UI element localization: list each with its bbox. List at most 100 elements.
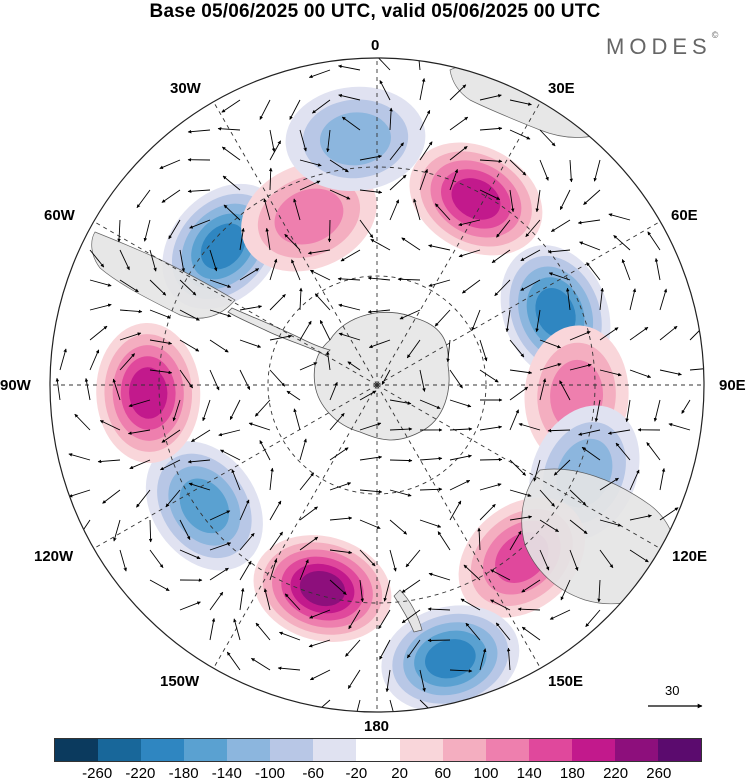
meridian-line bbox=[376, 384, 661, 549]
wind-arrow bbox=[226, 651, 241, 671]
wind-arrow bbox=[491, 249, 511, 264]
wind-arrow bbox=[548, 272, 571, 281]
wind-arrow bbox=[338, 332, 361, 341]
wind-arrow bbox=[367, 276, 391, 281]
meridian-line bbox=[376, 221, 661, 386]
wind-arrow bbox=[449, 669, 473, 673]
wind-arrow bbox=[539, 363, 562, 371]
meridian-line bbox=[376, 384, 541, 669]
wind-arrow bbox=[359, 189, 383, 194]
wind-arrow bbox=[509, 459, 526, 476]
wind-arrow bbox=[89, 325, 108, 341]
wind-arrow bbox=[209, 339, 229, 353]
wind-arrow bbox=[559, 380, 571, 401]
wind-arrow bbox=[509, 515, 533, 521]
wind-arrow bbox=[419, 110, 431, 131]
colorbar-swatch bbox=[356, 739, 400, 761]
wind-arrow bbox=[506, 647, 511, 671]
wind-arrow bbox=[479, 425, 503, 431]
wind-arrow bbox=[359, 549, 376, 567]
wind-arrow bbox=[594, 399, 601, 422]
wind-arrow bbox=[629, 514, 652, 521]
wind-arrow bbox=[535, 309, 541, 333]
wind-arrow bbox=[338, 93, 361, 101]
wind-arrow bbox=[646, 442, 661, 461]
wind-arrow bbox=[520, 249, 541, 262]
wind-arrow bbox=[389, 699, 397, 712]
wind-arrow bbox=[419, 456, 443, 461]
wind-arrow bbox=[419, 141, 433, 161]
wind-arrow bbox=[229, 399, 241, 421]
colorbar-swatch bbox=[55, 739, 99, 761]
lon-label-0: 0 bbox=[371, 37, 380, 54]
wind-arrow bbox=[525, 219, 541, 238]
wind-arrow bbox=[449, 427, 473, 431]
wind-arrow bbox=[299, 438, 307, 461]
meridian-line bbox=[213, 101, 378, 386]
wind-arrow bbox=[269, 129, 276, 152]
wind-arrow bbox=[329, 549, 353, 555]
wind-arrow bbox=[289, 99, 301, 120]
wind-arrow bbox=[533, 459, 541, 482]
wind-arrow bbox=[359, 154, 382, 161]
colorbar-swatch bbox=[399, 739, 443, 761]
wind-arrow bbox=[179, 369, 194, 389]
wind-arrow bbox=[329, 412, 345, 431]
wind-arrow bbox=[449, 454, 472, 461]
wind-arrow bbox=[465, 622, 481, 641]
reference-vector-label: 30 bbox=[665, 683, 680, 698]
wind-arrow bbox=[419, 168, 428, 191]
wind-arrow bbox=[378, 609, 391, 630]
colorbar-tick-label: 100 bbox=[473, 765, 499, 782]
wind-arrow bbox=[231, 469, 241, 491]
wind-arrow bbox=[479, 339, 488, 362]
wind-arrow bbox=[479, 189, 501, 200]
wind-arrow bbox=[259, 99, 271, 120]
wind-arrow bbox=[689, 367, 704, 371]
wind-arrow bbox=[593, 159, 601, 182]
wind-arrow bbox=[239, 268, 260, 281]
wind-arrow bbox=[161, 189, 181, 203]
wind-arrow bbox=[434, 203, 451, 221]
wind-arrow bbox=[209, 618, 216, 641]
wind-arrow bbox=[187, 129, 211, 134]
wind-arrow bbox=[293, 408, 301, 431]
polar-map bbox=[49, 57, 705, 713]
wind-arrow bbox=[509, 99, 532, 106]
wind-arrow bbox=[577, 219, 601, 225]
wind-arrow bbox=[179, 309, 200, 321]
colorbar-tick-label: 60 bbox=[434, 765, 452, 782]
wind-arrow bbox=[209, 591, 224, 611]
colorbar-tick-label: -140 bbox=[211, 765, 242, 782]
wind-arrow bbox=[307, 249, 331, 255]
wind-arrow bbox=[209, 309, 232, 318]
wind-arrow bbox=[477, 527, 481, 551]
wind-arrow bbox=[127, 429, 151, 435]
colorbar bbox=[54, 738, 702, 762]
wind-arrow bbox=[479, 159, 503, 163]
wind-arrow bbox=[338, 64, 361, 71]
wind-arrow bbox=[434, 309, 451, 327]
wind-arrow bbox=[569, 331, 591, 341]
wind-arrow bbox=[119, 549, 127, 572]
wind-arrow bbox=[539, 549, 550, 571]
wind-arrow bbox=[309, 269, 331, 281]
wind-arrow bbox=[553, 459, 571, 476]
wind-arrow bbox=[629, 369, 652, 379]
wind-arrow bbox=[117, 219, 121, 243]
wind-arrow bbox=[119, 332, 142, 341]
wind-arrow bbox=[179, 249, 186, 273]
wind-arrow bbox=[521, 579, 541, 593]
latitude-circle bbox=[267, 275, 487, 495]
wind-arrow bbox=[479, 369, 499, 383]
wind-arrow bbox=[251, 657, 271, 671]
wind-arrow bbox=[463, 564, 481, 581]
anomaly-center bbox=[96, 323, 201, 463]
wind-arrow bbox=[221, 99, 241, 113]
wind-arrow bbox=[520, 279, 541, 291]
meridian-line bbox=[93, 221, 378, 386]
wind-arrow bbox=[269, 258, 278, 281]
wind-arrow bbox=[299, 320, 312, 341]
wind-arrow bbox=[209, 279, 232, 288]
wind-arrow bbox=[239, 560, 252, 581]
